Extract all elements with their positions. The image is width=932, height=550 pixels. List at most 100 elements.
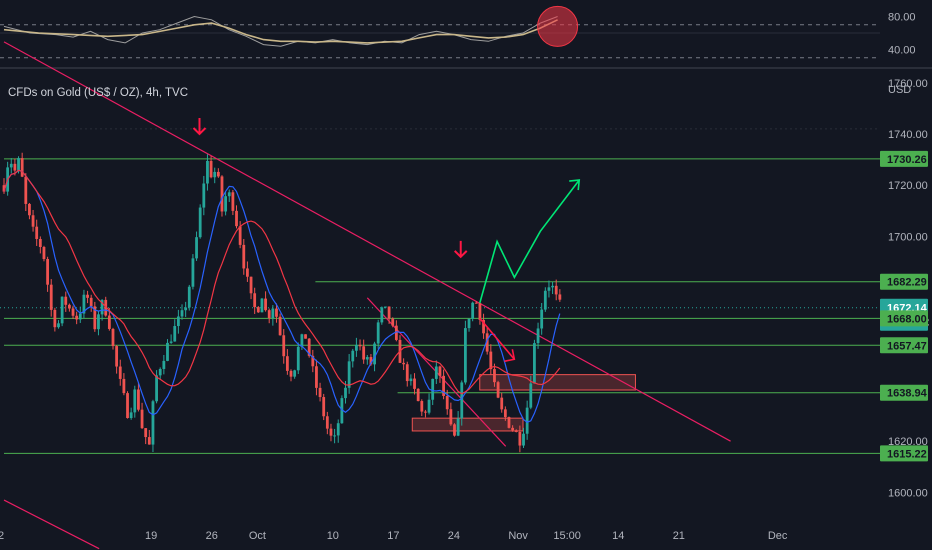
candle-body xyxy=(420,401,424,412)
candle-body xyxy=(547,287,551,291)
candle-body xyxy=(456,418,460,436)
lower-trendline xyxy=(3,499,100,550)
candle-body xyxy=(376,322,380,344)
candle-body xyxy=(166,342,169,361)
candle-body xyxy=(442,375,445,396)
candle-body xyxy=(543,290,547,310)
candle-body xyxy=(424,411,427,413)
candle-body xyxy=(304,334,307,339)
time-tick-label: 19 xyxy=(145,530,157,542)
candle-body xyxy=(213,171,217,178)
candle-body xyxy=(173,326,177,342)
candle-body xyxy=(522,433,525,446)
candle-body xyxy=(249,276,253,294)
candle-body xyxy=(118,366,122,379)
candle-body xyxy=(384,306,387,308)
candle-body xyxy=(463,328,467,383)
candle-body xyxy=(431,378,435,400)
candle-body xyxy=(554,285,558,295)
forecast-up-path xyxy=(479,179,580,304)
candle-body xyxy=(224,196,228,212)
price-tick-label: 1720.00 xyxy=(888,180,928,192)
forecast-down-arrowhead xyxy=(504,349,516,363)
price-tick-label: 1700.00 xyxy=(888,231,928,243)
marker-arrow-head xyxy=(192,127,207,136)
candle-body xyxy=(28,203,31,216)
candle-body xyxy=(220,176,224,212)
level-price-tag-label: 1668.00 xyxy=(887,313,927,325)
candle-body xyxy=(89,297,93,307)
candle-body xyxy=(126,393,129,419)
candle-body xyxy=(340,398,344,424)
time-tick-label: 15:00 xyxy=(553,530,581,542)
candle-body xyxy=(158,368,162,376)
price-tick-label: 1740.00 xyxy=(888,129,928,141)
rsi-pane[interactable]: 40.00 80.00 xyxy=(0,0,916,66)
candle-body xyxy=(558,294,562,300)
candle-body xyxy=(329,428,333,436)
level-price-tag xyxy=(880,337,928,354)
candle-body xyxy=(289,370,293,377)
candle-body xyxy=(133,389,137,413)
candle-body xyxy=(195,237,198,259)
candle-body xyxy=(365,357,369,360)
candle-body xyxy=(238,226,242,245)
candle-body xyxy=(57,323,60,328)
candle-body xyxy=(78,313,82,320)
candle-body xyxy=(49,284,53,310)
candle-body xyxy=(391,318,395,326)
candle-body xyxy=(533,343,536,384)
candle-body xyxy=(24,176,28,204)
time-tick-label: 2 xyxy=(0,530,4,542)
candle-body xyxy=(115,346,119,367)
candle-body xyxy=(300,334,304,347)
level-price-tag-label: 1730.26 xyxy=(887,154,927,166)
candle-body xyxy=(478,303,482,320)
supply-zone xyxy=(479,374,636,391)
red-moving-average xyxy=(3,169,561,395)
candle-body xyxy=(551,285,554,288)
candle-body xyxy=(318,387,322,398)
candle-body xyxy=(53,309,57,328)
candle-body xyxy=(151,401,155,445)
candle-body xyxy=(405,364,409,382)
candle-body xyxy=(216,171,220,177)
price-pane[interactable]: 1600.001620.001700.001720.001740.001760.… xyxy=(0,41,929,550)
candle-body xyxy=(275,308,278,317)
candle-body xyxy=(235,210,238,227)
candle-body xyxy=(93,306,97,330)
candle-body xyxy=(416,388,420,402)
candle-body xyxy=(282,335,286,357)
time-tick-label: Nov xyxy=(508,530,528,542)
rsi-tick-label: 80.00 xyxy=(888,12,916,24)
candle-body xyxy=(231,192,235,211)
candle-body xyxy=(409,378,413,382)
candle-body xyxy=(394,325,398,340)
candle-body xyxy=(264,298,267,311)
candle-body xyxy=(198,207,202,238)
candle-body xyxy=(445,395,449,410)
candle-body xyxy=(362,346,366,360)
candle-body xyxy=(369,357,373,365)
candle-body xyxy=(402,362,406,365)
time-tick-label: 17 xyxy=(387,530,399,542)
level-price-tag xyxy=(880,445,928,462)
candle-body xyxy=(147,437,151,445)
rsi-tick-label: 40.00 xyxy=(888,45,916,57)
candle-body xyxy=(82,294,86,314)
candle-body xyxy=(322,397,326,417)
candle-body xyxy=(315,366,318,388)
candle-body xyxy=(336,423,340,436)
candle-body xyxy=(169,341,173,343)
candle-body xyxy=(507,417,511,428)
candle-body xyxy=(467,318,471,329)
time-tick-label: 10 xyxy=(327,530,339,542)
supply-zone xyxy=(411,417,524,432)
rsi-highlight-circle xyxy=(537,5,579,47)
level-price-tag xyxy=(880,150,928,167)
candle-body xyxy=(162,360,166,369)
candle-body xyxy=(64,296,68,305)
candle-body xyxy=(293,370,297,377)
